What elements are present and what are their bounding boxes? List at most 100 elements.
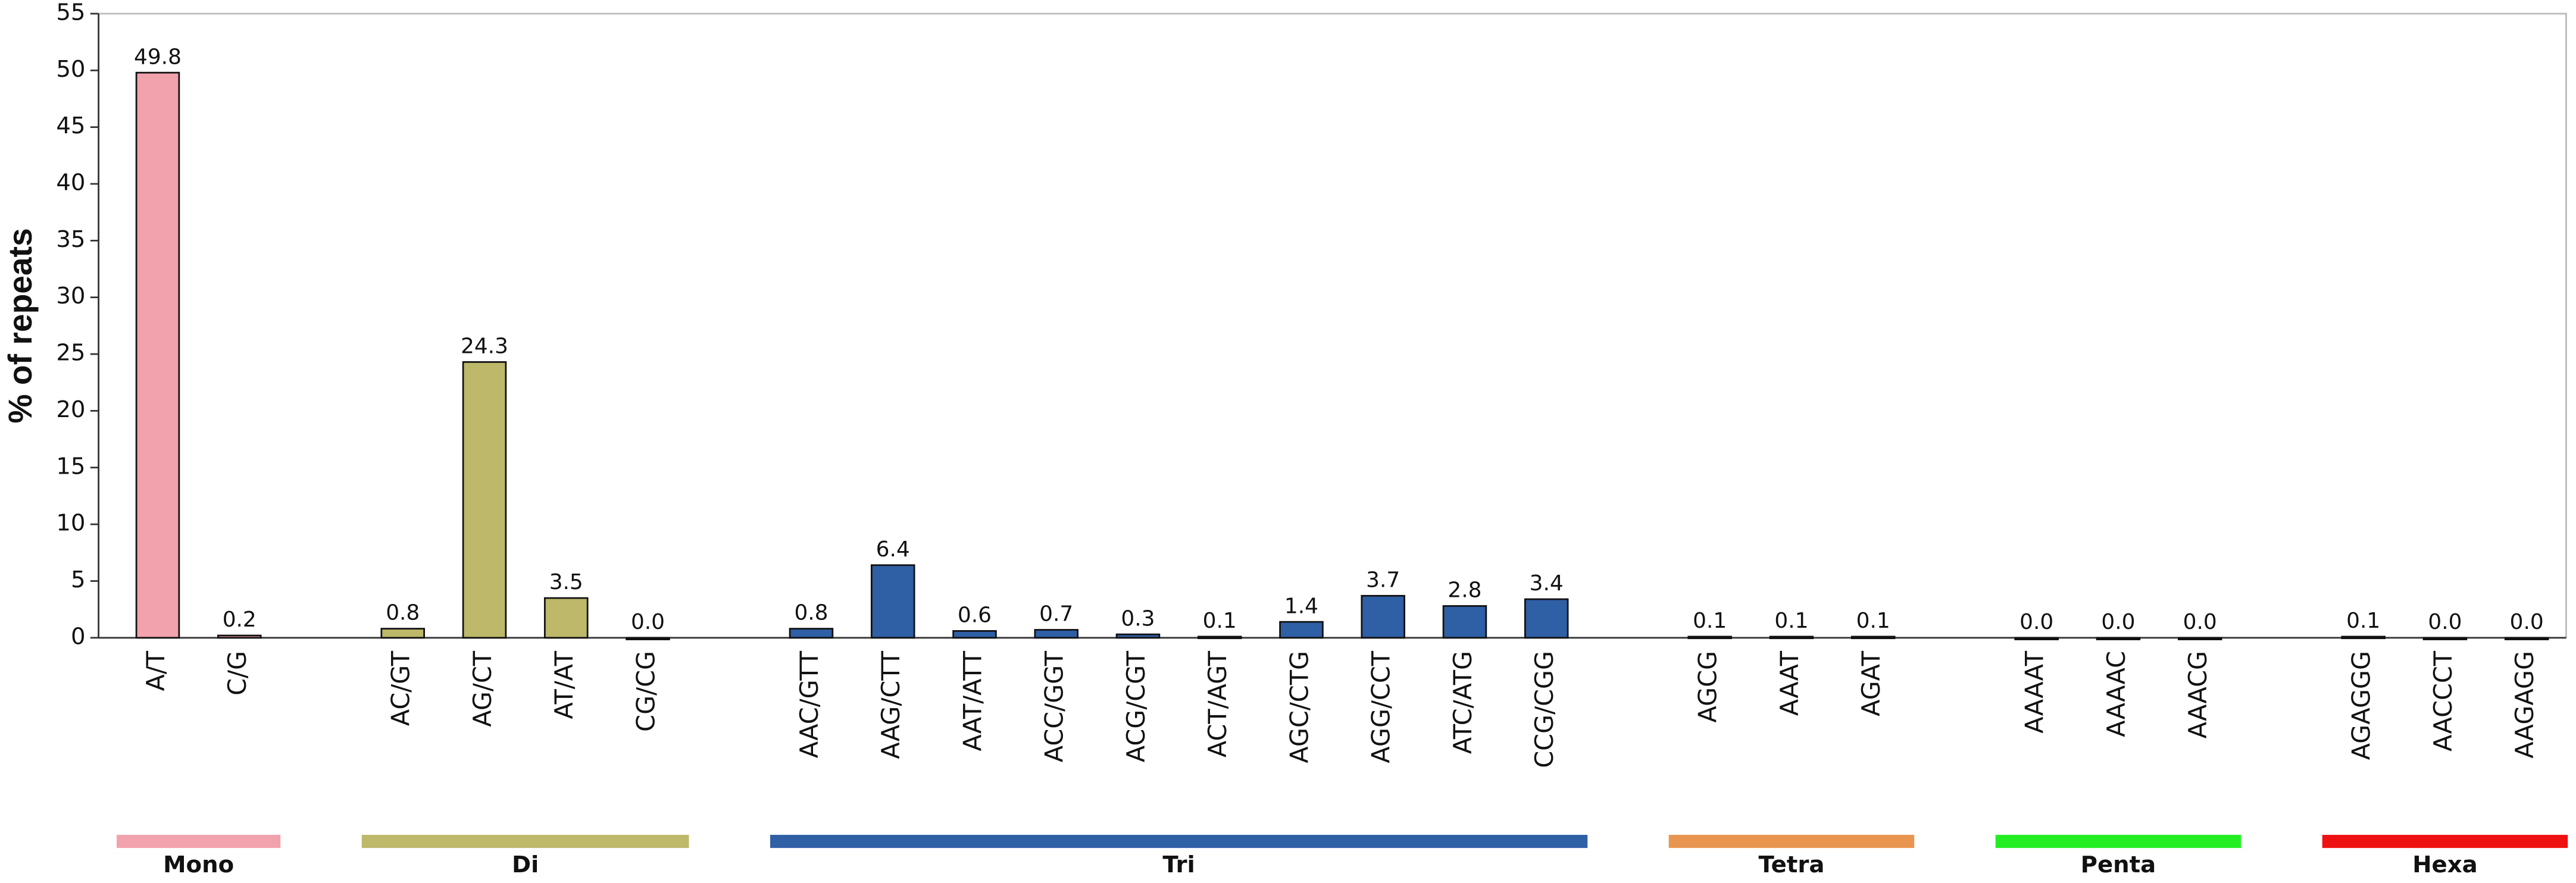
value-label: 0.0	[2101, 610, 2135, 634]
x-tick-label: AACCCT	[2429, 650, 2458, 752]
bar	[1524, 598, 1569, 639]
bar	[1850, 635, 1896, 640]
value-label: 0.1	[2346, 609, 2380, 633]
x-tick-label: AGAT	[1857, 650, 1886, 716]
value-label: 3.5	[549, 570, 583, 594]
y-axis-label: % of repeats	[2, 228, 39, 423]
y-tick-label: 40	[56, 170, 85, 196]
value-label: 0.0	[631, 610, 665, 634]
group-label: Di	[512, 851, 539, 878]
value-label: 0.0	[2428, 610, 2462, 634]
bar	[135, 71, 180, 639]
y-tick-label: 45	[56, 112, 85, 139]
bar	[2341, 635, 2386, 640]
bar	[1279, 621, 1324, 639]
x-tick-label: AGC/CTG	[1285, 651, 1314, 763]
y-tick-label: 5	[71, 566, 86, 593]
bar	[1034, 629, 1078, 639]
x-tick-label: AGCG	[1694, 651, 1722, 723]
value-label: 0.6	[958, 603, 992, 628]
x-tick-label: ACG/CGT	[1122, 650, 1151, 762]
y-tick-label: 25	[56, 340, 85, 367]
value-label: 0.0	[2510, 610, 2544, 634]
x-tick-label: AAG/CTT	[877, 650, 905, 759]
y-tick-label: 55	[56, 0, 85, 26]
value-label: 49.8	[134, 45, 182, 69]
x-tick-label: AAAT	[1775, 650, 1804, 716]
group-band	[1995, 835, 2242, 848]
x-tick-label: AAAAC	[2102, 651, 2131, 737]
x-tick-label: AGAGGG	[2347, 651, 2376, 760]
x-tick-label: AC/GT	[387, 650, 415, 726]
x-tick-label: C/G	[223, 651, 252, 696]
x-tick-label: ATC/ATG	[1449, 651, 1477, 754]
bar	[2014, 637, 2059, 640]
x-tick-label: ACC/GGT	[1040, 650, 1069, 762]
y-tick-label: 20	[56, 396, 85, 423]
group-band	[1668, 835, 1915, 848]
x-tick-label: AAC/GTT	[795, 650, 824, 758]
bar	[1361, 594, 1405, 639]
value-label: 2.8	[1448, 578, 1481, 603]
x-tick-label: AGG/CCT	[1367, 650, 1396, 763]
group-band	[770, 835, 1588, 848]
bar	[2504, 637, 2549, 640]
group-band	[116, 835, 281, 848]
bar	[380, 628, 425, 639]
value-label: 0.7	[1039, 602, 1073, 627]
value-label: 0.8	[794, 601, 828, 625]
value-label: 3.4	[1530, 571, 1564, 596]
x-tick-label: AT/AT	[550, 650, 579, 719]
x-tick-label: AAAAT	[2021, 650, 2049, 734]
value-label: 0.1	[1856, 609, 1890, 633]
value-label: 0.1	[1203, 609, 1237, 633]
bar	[1769, 635, 1814, 640]
bar	[2422, 637, 2468, 640]
x-tick-label: AAACG	[2184, 651, 2212, 739]
group-band	[2322, 835, 2568, 848]
bar	[952, 630, 997, 639]
x-tick-label: A/T	[142, 650, 170, 691]
x-tick-label: AAGAGG	[2511, 651, 2539, 759]
x-tick-label: ACT/AGT	[1203, 650, 1232, 757]
bar	[870, 564, 915, 639]
x-tick-label: AAT/ATT	[958, 650, 987, 751]
bar	[462, 361, 507, 639]
y-tick-label: 35	[56, 226, 85, 253]
value-label: 0.0	[2183, 610, 2217, 634]
group-band	[361, 835, 689, 848]
value-label: 0.8	[386, 601, 420, 625]
group-label: Mono	[163, 851, 234, 878]
group-label: Penta	[2081, 851, 2156, 878]
value-label: 0.1	[1774, 609, 1808, 633]
value-label: 3.7	[1366, 568, 1400, 592]
y-tick-label: 50	[56, 56, 85, 83]
bar	[789, 628, 834, 639]
bar	[1442, 605, 1487, 639]
value-label: 0.0	[2019, 610, 2053, 634]
bar	[2096, 637, 2141, 640]
bar	[543, 597, 589, 639]
x-tick-label: CG/CG	[632, 651, 660, 732]
y-tick-label: 15	[56, 453, 85, 480]
value-label: 6.4	[876, 537, 910, 562]
value-label: 0.3	[1121, 606, 1155, 631]
group-label: Hexa	[2412, 851, 2478, 878]
value-label: 24.3	[461, 334, 508, 359]
value-label: 1.4	[1284, 594, 1318, 618]
value-label: 0.1	[1693, 609, 1727, 633]
value-label: 0.2	[223, 608, 257, 632]
group-label: Tetra	[1758, 851, 1824, 878]
x-tick-label: CCG/CGG	[1530, 651, 1559, 768]
bar	[1197, 635, 1242, 640]
y-tick-label: 10	[56, 510, 85, 537]
bar	[2177, 637, 2222, 640]
bar	[1115, 633, 1161, 639]
y-tick-label: 0	[71, 623, 86, 650]
bar	[217, 634, 262, 639]
bar	[1687, 635, 1732, 640]
group-label: Tri	[1162, 851, 1195, 878]
y-tick-label: 30	[56, 283, 85, 309]
